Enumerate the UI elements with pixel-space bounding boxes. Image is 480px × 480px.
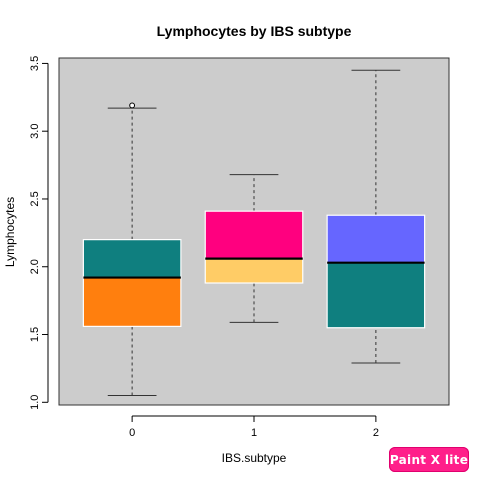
y-tick-label: 3.0 bbox=[29, 124, 41, 139]
box-upper-half bbox=[205, 211, 303, 259]
x-axis-label: IBS.subtype bbox=[222, 451, 287, 465]
x-axis: 0 1 2 bbox=[129, 415, 379, 439]
box-outline bbox=[204, 210, 304, 284]
x-tick-label: 2 bbox=[373, 427, 379, 439]
y-tick-label: 2.5 bbox=[29, 191, 41, 206]
box-lower-half bbox=[205, 258, 303, 284]
y-axis-label: Lymphocytes bbox=[3, 197, 17, 267]
x-tick-label: 0 bbox=[129, 427, 135, 439]
box-upper-half bbox=[327, 215, 425, 263]
y-tick-label: 3.5 bbox=[29, 56, 41, 71]
box-lower-half bbox=[327, 262, 425, 328]
box-group-0 bbox=[82, 102, 182, 397]
box-lower-half bbox=[83, 277, 181, 327]
box-outline bbox=[82, 239, 182, 327]
y-tick-label: 2.0 bbox=[29, 259, 41, 274]
paint-x-lite-watermark: Paint X lite bbox=[389, 447, 469, 472]
x-tick-label: 1 bbox=[251, 427, 257, 439]
box-group-1 bbox=[204, 174, 304, 323]
y-tick-label: 1.0 bbox=[29, 395, 41, 410]
y-tick-label: 1.5 bbox=[29, 327, 41, 342]
outlier-point bbox=[129, 102, 136, 109]
y-axis: 1.0 1.5 2.0 2.5 3.0 3.5 bbox=[29, 56, 49, 410]
chart-title: Lymphocytes by IBS subtype bbox=[157, 23, 352, 39]
box-outline bbox=[326, 214, 426, 329]
box-group-2 bbox=[326, 69, 426, 364]
box-upper-half bbox=[83, 239, 181, 278]
boxes-layer bbox=[82, 69, 426, 397]
